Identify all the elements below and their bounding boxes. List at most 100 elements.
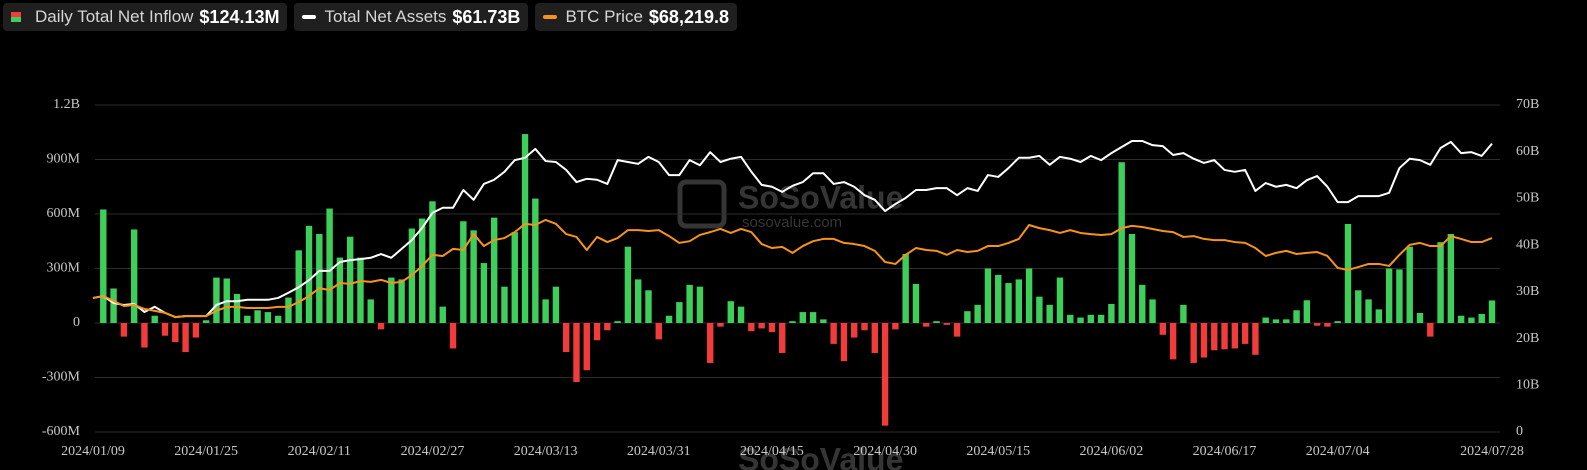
bar xyxy=(562,323,570,353)
bar xyxy=(1324,323,1331,327)
bar xyxy=(830,323,837,344)
bar xyxy=(182,323,189,353)
y-tick-label: 900M xyxy=(47,152,81,167)
x-tick-label: 2024/03/13 xyxy=(514,444,578,459)
legend-item[interactable]: Daily Total Net Inflow $124.13M xyxy=(3,3,288,31)
x-tick-label: 2024/06/02 xyxy=(1079,444,1143,459)
bar xyxy=(737,306,745,323)
bar xyxy=(172,323,179,343)
bar xyxy=(995,274,1002,323)
bar xyxy=(100,209,107,323)
bar xyxy=(1437,242,1444,323)
y2-tick-label: 20B xyxy=(1516,331,1539,346)
bar xyxy=(460,221,467,323)
bar xyxy=(881,323,889,426)
legend-swatch xyxy=(302,15,317,19)
y-tick-label: 0 xyxy=(73,315,80,330)
bar xyxy=(1231,323,1239,349)
bar xyxy=(1406,246,1413,323)
legend-value: $68,219.8 xyxy=(648,6,729,27)
bar xyxy=(665,315,673,323)
bar xyxy=(696,286,704,323)
bar xyxy=(1447,233,1455,323)
bar xyxy=(768,323,776,333)
bar xyxy=(1097,314,1105,323)
bar xyxy=(634,279,642,323)
bar xyxy=(367,299,374,323)
bar xyxy=(614,321,621,323)
bar xyxy=(1365,299,1372,323)
watermark-brand: SoSoValue xyxy=(738,441,903,470)
bar xyxy=(892,323,899,330)
bar xyxy=(686,284,693,323)
bar xyxy=(1427,323,1434,337)
legend-value: $124.13M xyxy=(199,6,280,27)
bar xyxy=(1005,283,1012,323)
bar xyxy=(871,323,878,353)
bar xyxy=(1385,268,1393,323)
bar xyxy=(1334,321,1341,323)
bar xyxy=(532,198,539,323)
bar xyxy=(645,290,652,323)
y2-tick-label: 10B xyxy=(1516,378,1539,393)
bar xyxy=(809,312,817,323)
bar xyxy=(1087,314,1095,323)
bar xyxy=(490,217,498,323)
bar xyxy=(943,323,951,325)
y2-tick-label: 0 xyxy=(1516,424,1523,439)
bar xyxy=(418,218,426,323)
bar xyxy=(552,286,560,323)
legend-item[interactable]: Total Net Assets $61.73B xyxy=(294,3,529,31)
x-tick-label: 2024/03/31 xyxy=(627,444,691,459)
y-tick-label: -600M xyxy=(42,424,81,439)
bar xyxy=(213,277,220,323)
x-tick-label: 2024/07/28 xyxy=(1460,444,1524,459)
bar xyxy=(573,323,580,383)
bar xyxy=(974,304,981,323)
bar xyxy=(1293,310,1300,323)
bar xyxy=(624,246,632,323)
bar xyxy=(1200,323,1208,358)
bar xyxy=(1375,309,1383,323)
bar xyxy=(1077,317,1084,323)
bar xyxy=(254,310,261,323)
bar xyxy=(1149,299,1156,323)
bar xyxy=(161,323,169,336)
bar xyxy=(727,301,734,323)
y2-tick-label: 30B xyxy=(1516,284,1539,299)
bar xyxy=(130,229,138,323)
bar xyxy=(151,315,158,323)
bar xyxy=(1211,323,1218,351)
x-tick-label: 2024/01/25 xyxy=(174,444,238,459)
watermark-site: sosovalue.com xyxy=(742,214,842,231)
bar xyxy=(840,323,848,362)
bar xyxy=(480,263,488,323)
bar xyxy=(1067,314,1074,323)
bar xyxy=(470,230,477,323)
x-tick-label: 2024/04/15 xyxy=(740,444,804,459)
bar xyxy=(264,312,272,323)
bar xyxy=(1241,323,1249,344)
legend-swatch xyxy=(11,12,21,22)
bar xyxy=(1221,323,1228,350)
bar xyxy=(233,293,241,323)
bar xyxy=(655,323,662,340)
bar xyxy=(274,315,282,323)
y2-tick-label: 50B xyxy=(1516,191,1539,206)
watermark-logo xyxy=(677,179,727,229)
bar xyxy=(120,323,128,337)
bar xyxy=(336,257,344,323)
bar xyxy=(1108,303,1115,323)
y-tick-label: 600M xyxy=(47,206,81,221)
x-tick-label: 2024/02/11 xyxy=(288,444,351,459)
bar xyxy=(1313,323,1321,326)
bar xyxy=(933,321,940,323)
legend-item[interactable]: BTC Price $68,219.8 xyxy=(535,3,737,31)
bar xyxy=(1180,304,1187,323)
line xyxy=(92,139,1493,319)
bar xyxy=(449,323,457,349)
bar xyxy=(789,321,796,323)
bar xyxy=(1128,233,1136,323)
x-tick-label: 2024/05/15 xyxy=(966,444,1030,459)
